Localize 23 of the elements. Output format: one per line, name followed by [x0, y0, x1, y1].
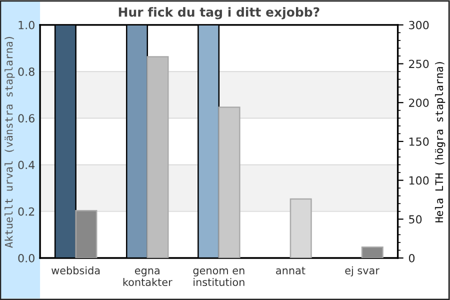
x-tick-label: annat [276, 266, 306, 274]
y2-tick-label: 200 [409, 98, 429, 107]
y2-tick-label: 50 [409, 215, 422, 224]
bar [361, 246, 384, 258]
y-tick-label: 0.6 [18, 114, 34, 123]
y2-tick-label: 0 [408, 254, 415, 262]
y2-tick-label: 100 [409, 176, 429, 185]
y-tick-label: 0.8 [18, 67, 34, 76]
y2-tick-label: 250 [409, 60, 429, 68]
x-tick-label: ej svar [345, 266, 380, 276]
x-tick-label: webbsida [52, 266, 100, 274]
y-tick-label: 0.0 [18, 254, 34, 262]
y-tick-label: 0.4 [18, 160, 35, 170]
bar [75, 210, 98, 258]
y-tick-label: 0.2 [18, 207, 34, 216]
x-tick-label: genom en institution [193, 268, 244, 286]
y2-tick-label: 150 [409, 137, 429, 146]
y2-axis-title: Hela LTH (högra staplarna) [434, 62, 446, 222]
y-tick-label: 1.0 [18, 20, 34, 30]
chart-title: Hur fick du tag i ditt exjobb? [118, 7, 320, 20]
y2-tick-label: 300 [409, 20, 429, 30]
y-axis-title: Aktuellt urval (vänstra staplarna) [4, 37, 15, 248]
x-tick-label: egna kontakter [123, 268, 172, 286]
